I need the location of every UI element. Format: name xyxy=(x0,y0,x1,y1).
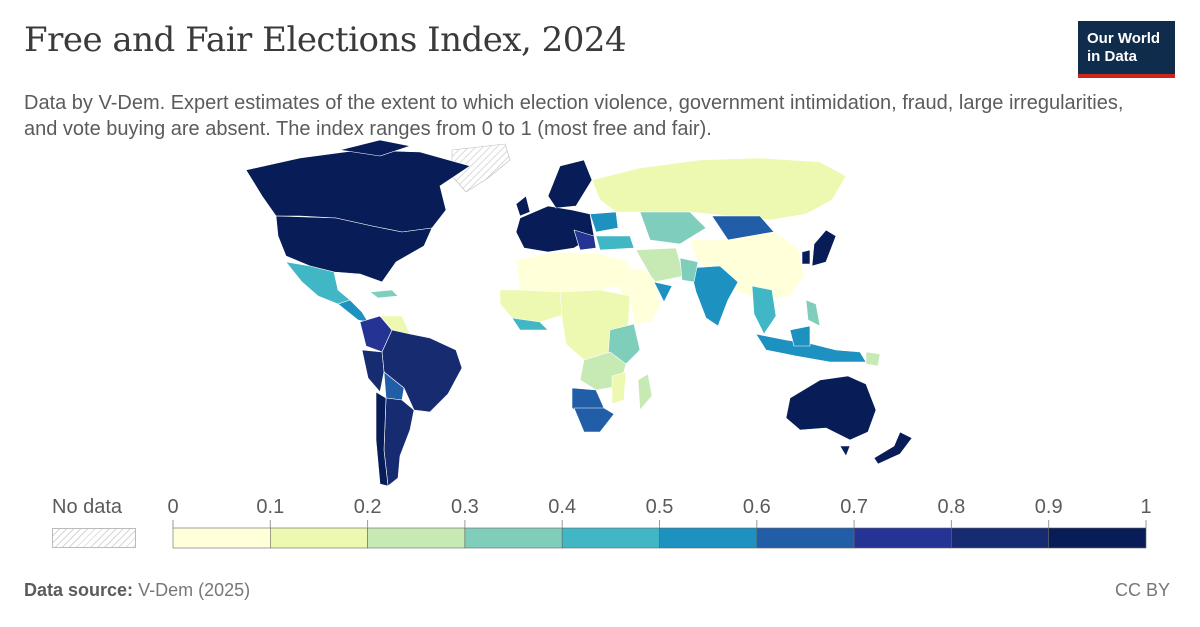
legend-tick-label-4: 0.4 xyxy=(548,496,577,518)
legend-no-data-label: No data xyxy=(52,496,123,518)
region-caribbean[interactable] xyxy=(369,289,399,299)
legend-bin-7[interactable] xyxy=(853,527,952,549)
logo-accent-bar xyxy=(1078,74,1175,78)
data-source-value[interactable]: V-Dem (2025) xyxy=(138,580,251,600)
region-southeast-asia[interactable] xyxy=(751,285,777,335)
owid-logo[interactable]: Our World in Data xyxy=(1078,21,1175,78)
region-mozambique[interactable] xyxy=(611,371,627,405)
region-kazakhstan[interactable] xyxy=(639,211,707,245)
legend-bin-9[interactable] xyxy=(1048,527,1147,549)
region-turkey[interactable] xyxy=(595,235,635,251)
region-united-states[interactable] xyxy=(275,215,433,283)
legend-tick-label-3: 0.3 xyxy=(450,496,479,518)
region-peru[interactable] xyxy=(361,349,385,393)
region-oman[interactable] xyxy=(653,281,673,303)
region-horn-of-africa[interactable] xyxy=(629,295,663,325)
legend-tick-label-1: 0.1 xyxy=(256,496,285,518)
license-link[interactable]: CC BY xyxy=(1114,580,1170,600)
region-uk[interactable] xyxy=(515,195,531,217)
legend-bin-6[interactable] xyxy=(756,527,855,549)
legend-tick-label-7: 0.7 xyxy=(840,496,868,518)
legend-no-data-swatch[interactable] xyxy=(52,528,136,548)
region-balkans[interactable] xyxy=(573,229,597,251)
logo-line-2: in Data xyxy=(1087,48,1138,65)
legend-bin-0[interactable] xyxy=(172,527,271,549)
region-new-zealand[interactable] xyxy=(873,431,913,465)
logo-line-1: Our World xyxy=(1087,30,1161,47)
chart-title: Free and Fair Elections Index, 2024 xyxy=(24,20,627,60)
region-australia[interactable] xyxy=(785,375,877,441)
legend-bin-3[interactable] xyxy=(464,527,563,549)
region-west-africa[interactable] xyxy=(499,289,567,323)
legend-tick-label-8: 0.8 xyxy=(937,496,966,518)
legend-tick-label-0: 0 xyxy=(167,496,179,518)
region-pakistan[interactable] xyxy=(679,257,699,283)
region-korea[interactable] xyxy=(801,249,811,265)
region-south-africa[interactable] xyxy=(573,407,615,433)
region-russia[interactable] xyxy=(591,157,847,221)
legend-tick-label-5: 0.5 xyxy=(645,496,674,518)
region-philippines[interactable] xyxy=(805,299,821,327)
legend-tick-label-2: 0.2 xyxy=(353,496,382,518)
region-east-africa[interactable] xyxy=(607,323,641,365)
data-source-label: Data source: xyxy=(24,580,134,600)
region-tasmania[interactable] xyxy=(839,445,851,457)
region-central-america[interactable] xyxy=(337,299,369,323)
legend-tick-label-9: 0.9 xyxy=(1034,496,1063,518)
legend-tick-label-6: 0.6 xyxy=(742,496,771,518)
region-papua[interactable] xyxy=(865,351,881,367)
region-ukraine[interactable] xyxy=(589,211,619,233)
region-gulf-of-guinea[interactable] xyxy=(511,317,549,331)
legend-bin-8[interactable] xyxy=(951,527,1050,549)
legend-bin-1[interactable] xyxy=(269,527,368,549)
legend-bin-2[interactable] xyxy=(367,527,466,549)
data-source: Data source: V-Dem (2025) xyxy=(24,580,250,601)
legend-bin-5[interactable] xyxy=(659,527,758,549)
region-madagascar[interactable] xyxy=(637,373,653,411)
chart-subtitle: Data by V-Dem. Expert estimates of the e… xyxy=(24,92,1124,140)
legend-tick-label-10: 1 xyxy=(1140,496,1152,518)
region-arctic-islands[interactable] xyxy=(339,139,411,157)
region-chile[interactable] xyxy=(375,391,389,487)
region-japan[interactable] xyxy=(811,229,837,267)
region-india[interactable] xyxy=(689,265,739,327)
legend-bin-4[interactable] xyxy=(561,527,660,549)
region-borneo[interactable] xyxy=(789,325,811,347)
